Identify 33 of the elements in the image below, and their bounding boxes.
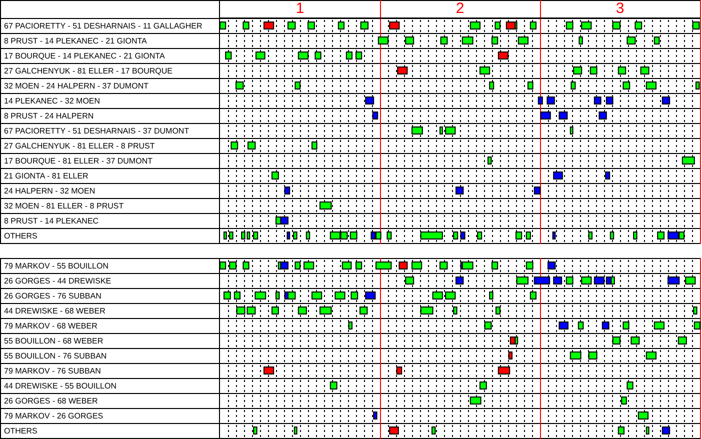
- y-tick-label: 79 MARKOV - 26 GORGES: [4, 411, 104, 420]
- x-tick-label: 1: [296, 0, 304, 17]
- y-tick-label: 67 PACIORETTY - 51 DESHARNAIS - 11 GALLAGHER: [4, 21, 203, 30]
- y-tick-label: 24 HALPERN - 32 MOEN: [4, 186, 96, 196]
- bar: [696, 82, 700, 90]
- y-tick-label: 27 GALCHENYUK - 81 ELLER - 8 PRUST: [4, 141, 155, 150]
- x-tick-label: 3: [616, 0, 624, 17]
- bar: [220, 262, 226, 270]
- y-tick-label: 8 PRUST - 24 HALPERN: [4, 111, 94, 120]
- y-tick-label: 26 GORGES - 76 SUBBAN: [4, 291, 102, 300]
- y-tick-label: 79 MARKOV - 76 SUBBAN: [4, 366, 102, 376]
- y-tick-label: 55 BOUILLON - 68 WEBER: [4, 336, 104, 346]
- y-tick-label: 26 GORGES - 68 WEBER: [4, 396, 98, 406]
- y-tick-label: 26 GORGES - 44 DREWISKE: [4, 276, 112, 286]
- y-tick-label: OTHERS: [4, 426, 38, 436]
- bar: [220, 22, 226, 30]
- y-tick-label: 8 PRUST - 14 PLEKANEC - 21 GIONTA: [4, 36, 148, 46]
- y-tick-label: 27 GALCHENYUK - 81 ELLER - 17 BOURQUE: [4, 66, 173, 76]
- y-tick-label: 17 BOURQUE - 14 PLEKANEC - 21 GIONTA: [4, 51, 166, 60]
- y-tick-label: 14 PLEKANEC - 32 MOEN: [4, 96, 100, 106]
- x-tick-label: 2: [456, 0, 464, 17]
- y-tick-label: 44 DREWISKE - 68 WEBER: [4, 306, 106, 316]
- y-tick-label: 21 GIONTA - 81 ELLER: [4, 171, 89, 180]
- y-tick-label: 67 PACIORETTY - 51 DESHARNAIS - 37 DUMONT: [4, 126, 190, 136]
- y-tick-label: 55 BOUILLON - 76 SUBBAN: [4, 351, 107, 360]
- y-tick-label: 32 MOEN - 81 ELLER - 8 PRUST: [4, 201, 124, 210]
- y-tick-label: 79 MARKOV - 55 BOUILLON: [4, 261, 109, 270]
- y-tick-label: 44 DREWISKE - 55 BOUILLON: [4, 381, 117, 390]
- y-tick-label: 17 BOURQUE - 81 ELLER - 37 DUMONT: [4, 156, 153, 166]
- y-tick-label: 79 MARKOV - 68 WEBER: [4, 321, 98, 330]
- y-tick-label: 8 PRUST - 14 PLEKANEC: [4, 216, 99, 226]
- y-tick-label: OTHERS: [4, 231, 38, 240]
- y-tick-label: 32 MOEN - 24 HALPERN - 37 DUMONT: [4, 81, 149, 90]
